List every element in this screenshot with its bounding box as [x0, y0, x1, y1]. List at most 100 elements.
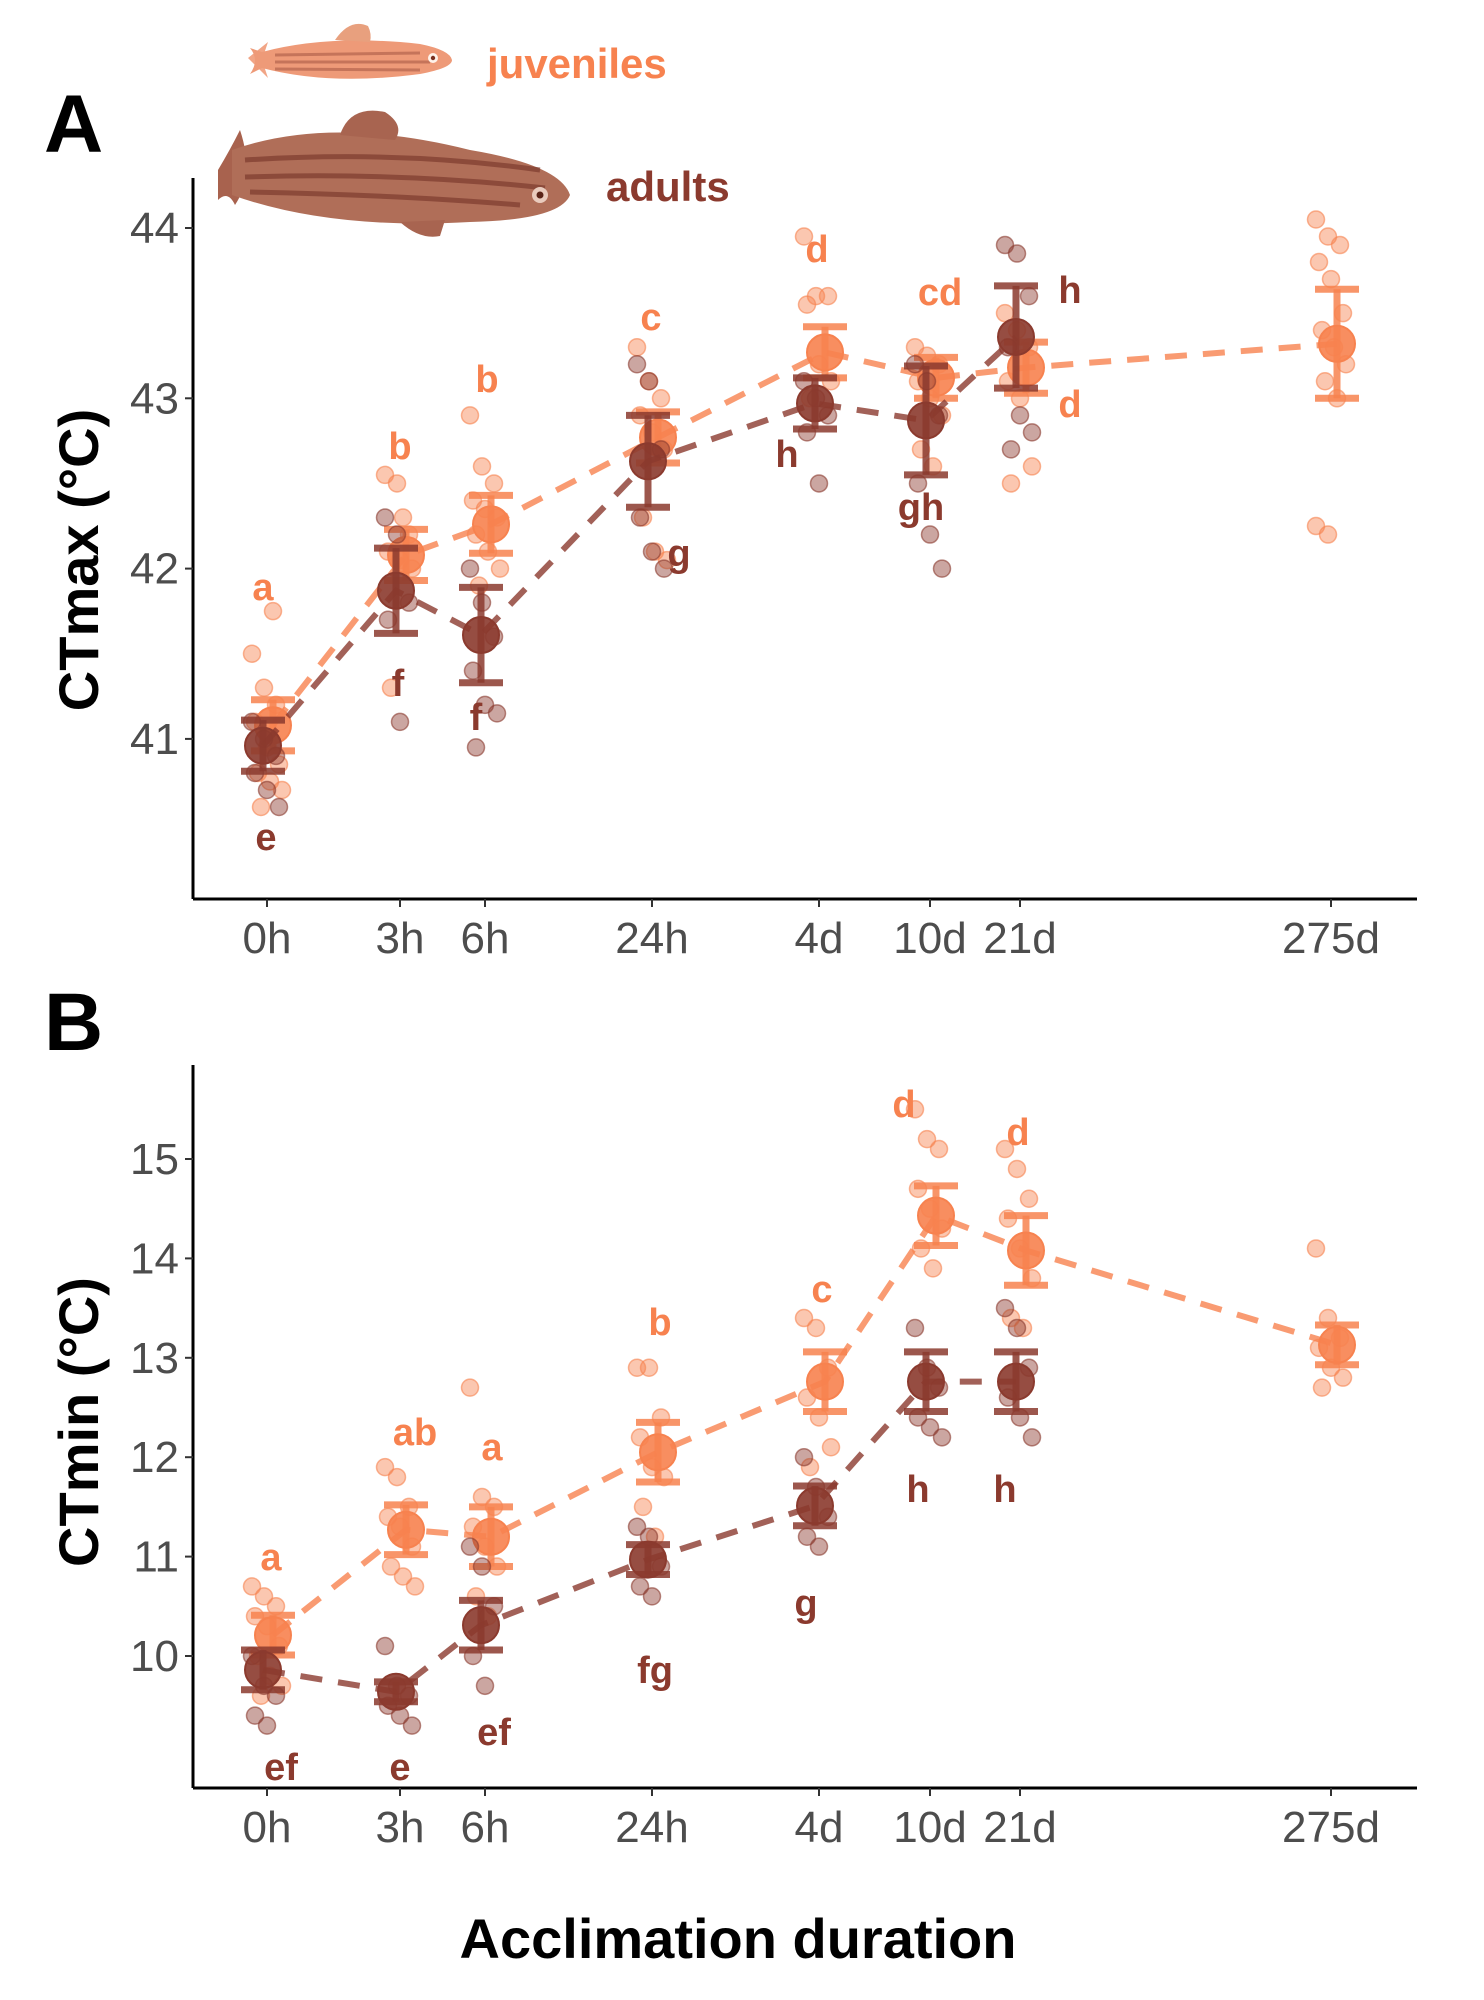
raw-data-point — [639, 1358, 659, 1377]
significance-letter: b — [388, 426, 411, 468]
significance-letter: d — [805, 229, 828, 271]
significance-letter: ef — [264, 1747, 298, 1789]
raw-data-point — [393, 508, 413, 527]
raw-data-point — [1019, 1189, 1039, 1209]
raw-data-point — [905, 1318, 925, 1338]
raw-data-point — [1330, 235, 1350, 255]
raw-data-point — [1309, 252, 1329, 272]
adults-mean-point — [244, 726, 282, 765]
y-tick-label: 41 — [130, 715, 179, 764]
adults-mean-point — [244, 1650, 282, 1689]
raw-data-point — [630, 508, 650, 527]
x-tick-label: 6h — [461, 914, 510, 963]
adults-mean-point — [997, 317, 1035, 356]
juveniles-mean-point — [472, 1517, 510, 1556]
x-tick-label: 21d — [983, 1803, 1056, 1852]
raw-data-point — [405, 1577, 425, 1596]
raw-data-point — [475, 1676, 495, 1696]
significance-letter: g — [794, 1583, 817, 1625]
adults-mean-point — [462, 616, 500, 655]
x-tick-label: 6h — [461, 1803, 510, 1852]
significance-letter: e — [255, 817, 276, 859]
raw-data-point — [269, 797, 289, 817]
x-tick-label: 275d — [1282, 914, 1380, 963]
significance-letter: h — [993, 1469, 1016, 1511]
raw-data-point — [1318, 525, 1338, 544]
raw-data-point — [627, 337, 647, 357]
y-tick-label: 13 — [130, 1334, 179, 1383]
x-tick-label: 0h — [243, 914, 292, 963]
juveniles-trend-line — [271, 1211, 1338, 1638]
significance-letter: a — [481, 1427, 503, 1469]
raw-data-point — [1019, 286, 1039, 306]
juveniles-mean-point — [1318, 1325, 1356, 1364]
x-tick-label: 21d — [983, 914, 1056, 963]
raw-data-point — [818, 286, 838, 306]
adults-trend-line — [260, 334, 1019, 748]
panel-a-letter: A — [44, 79, 103, 170]
y-tick-label: 10 — [130, 1632, 179, 1681]
juveniles-mean-point — [1007, 1231, 1045, 1270]
raw-data-point — [254, 678, 274, 698]
raw-data-point — [375, 508, 395, 527]
raw-data-point — [460, 1378, 480, 1397]
significance-letter: f — [392, 663, 405, 705]
raw-data-point — [1001, 474, 1021, 493]
raw-data-point — [642, 542, 662, 561]
juveniles-mean-point — [387, 1510, 425, 1549]
raw-data-point — [242, 644, 262, 663]
adults-mean-point — [796, 1486, 834, 1525]
raw-data-point — [917, 1129, 937, 1149]
panel-b-letter: B — [44, 977, 103, 1068]
adult-fish-icon — [218, 110, 570, 237]
raw-data-point — [1315, 372, 1335, 391]
significance-letter: ab — [393, 1412, 437, 1454]
x-tick-label: 0h — [243, 1803, 292, 1852]
raw-data-point — [375, 1457, 395, 1477]
raw-data-point — [257, 780, 277, 800]
raw-data-point — [472, 1557, 492, 1576]
juveniles-mean-point — [639, 1433, 677, 1472]
adults-mean-point — [907, 1362, 945, 1401]
y-tick-label: 44 — [130, 204, 179, 253]
raw-data-point — [487, 704, 507, 723]
significance-letter: h — [906, 1469, 929, 1511]
adults-mean-point — [377, 571, 415, 610]
raw-data-point — [1007, 1318, 1027, 1338]
significance-letter: h — [775, 434, 798, 476]
raw-data-point — [794, 227, 814, 246]
raw-data-point — [1306, 210, 1326, 229]
significance-letter: e — [389, 1747, 410, 1789]
raw-data-point — [1007, 1159, 1027, 1179]
y-tick-label: 43 — [130, 374, 179, 423]
raw-data-point — [806, 1318, 826, 1338]
legend-adults: adults — [606, 163, 730, 210]
raw-data-point — [460, 559, 480, 578]
raw-data-point — [390, 712, 410, 732]
x-tick-label: 275d — [1282, 1803, 1380, 1852]
significance-letter: f — [470, 697, 483, 739]
x-tick-label: 10d — [893, 914, 966, 963]
y-tick-label: 42 — [130, 545, 179, 594]
adults-mean-point — [907, 401, 945, 440]
raw-data-point — [460, 406, 480, 425]
x-axis-title: Acclimation duration — [460, 1907, 1017, 1970]
adults-mean-point — [796, 384, 834, 423]
raw-data-point — [1007, 244, 1027, 263]
raw-data-point — [254, 1587, 274, 1606]
raw-data-point — [627, 1517, 647, 1537]
significance-letter: ef — [477, 1712, 511, 1754]
raw-data-point — [381, 678, 401, 698]
raw-data-point — [257, 1716, 277, 1735]
significance-letter: a — [260, 1537, 282, 1579]
raw-data-point — [794, 1447, 814, 1467]
juveniles-mean-point — [806, 1362, 844, 1401]
raw-data-point — [1013, 1318, 1033, 1338]
juveniles-mean-point — [806, 333, 844, 372]
x-tick-label: 4d — [795, 1803, 844, 1852]
y-tick-label: 14 — [130, 1234, 179, 1283]
raw-data-point — [251, 797, 271, 817]
raw-data-point — [923, 1259, 943, 1278]
significance-letter: c — [640, 297, 661, 339]
significance-letter: g — [667, 533, 690, 575]
